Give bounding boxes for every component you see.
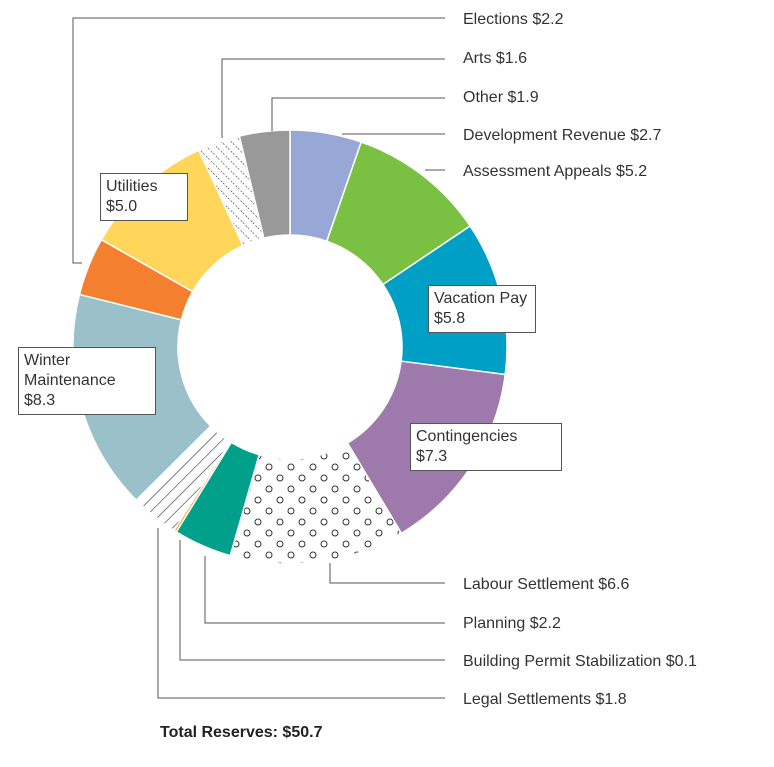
slice-name: Planning [463,615,526,632]
slice-name: Arts [463,50,492,67]
slice-name: Labour Settlement [463,576,594,593]
slice-label: Planning $2.2 [463,614,561,634]
slice-value: $7.3 [416,448,448,465]
slice-label: Legal Settlements $1.8 [463,690,627,710]
slice-name: Other [463,89,504,106]
slice-label: Elections $2.2 [463,10,564,30]
slice-label: Labour Settlement $6.6 [463,575,629,595]
slice-value: $5.2 [615,163,648,180]
slice-name: Contingencies [416,428,518,445]
leader-line [221,58,445,138]
leader-line [271,97,445,131]
slice-name: Development Revenue [463,127,626,144]
slice-name: Winter Maintenance [24,352,116,389]
slice-value: $1.9 [507,89,539,106]
slice-name: Legal Settlements [463,691,592,708]
slice-label: Arts $1.6 [463,49,527,69]
slice-label: Other $1.9 [463,88,539,108]
slice-value: $8.3 [24,392,56,409]
slice-name: Assessment Appeals [463,163,612,180]
slice-label-box: Vacation Pay $5.8 [428,285,536,333]
slice-value: $2.2 [532,11,564,28]
slice-value: $6.6 [598,576,630,593]
donut-segment [238,129,291,239]
slice-value: $5.0 [106,198,138,215]
slice-label-box: Contingencies $7.3 [410,423,562,471]
slice-label: Development Revenue $2.7 [463,126,661,146]
leader-line [179,540,445,661]
slice-name: Building Permit Stabilization [463,653,662,670]
slice-label: Assessment Appeals $5.2 [463,162,647,182]
slice-name: Utilities [106,178,158,195]
slice-value: $5.8 [434,310,466,327]
slice-name: Elections [463,11,528,28]
chart-title: Total Reserves: $50.7 [160,724,323,741]
slice-value: $1.6 [495,50,528,67]
leader-line [204,556,445,624]
leader-line [329,563,445,584]
slice-value: $2.2 [529,615,561,632]
leader-line [72,17,445,264]
leader-line [157,528,445,699]
slice-value: $1.8 [595,691,627,708]
slice-value: $2.7 [630,127,662,144]
slice-label: Building Permit Stabilization $0.1 [463,652,697,672]
slice-name: Vacation Pay [434,290,528,307]
slice-label-box: Winter Maintenance $8.3 [18,347,156,415]
slice-value: $0.1 [665,653,697,670]
slice-label-box: Utilities $5.0 [100,173,188,221]
